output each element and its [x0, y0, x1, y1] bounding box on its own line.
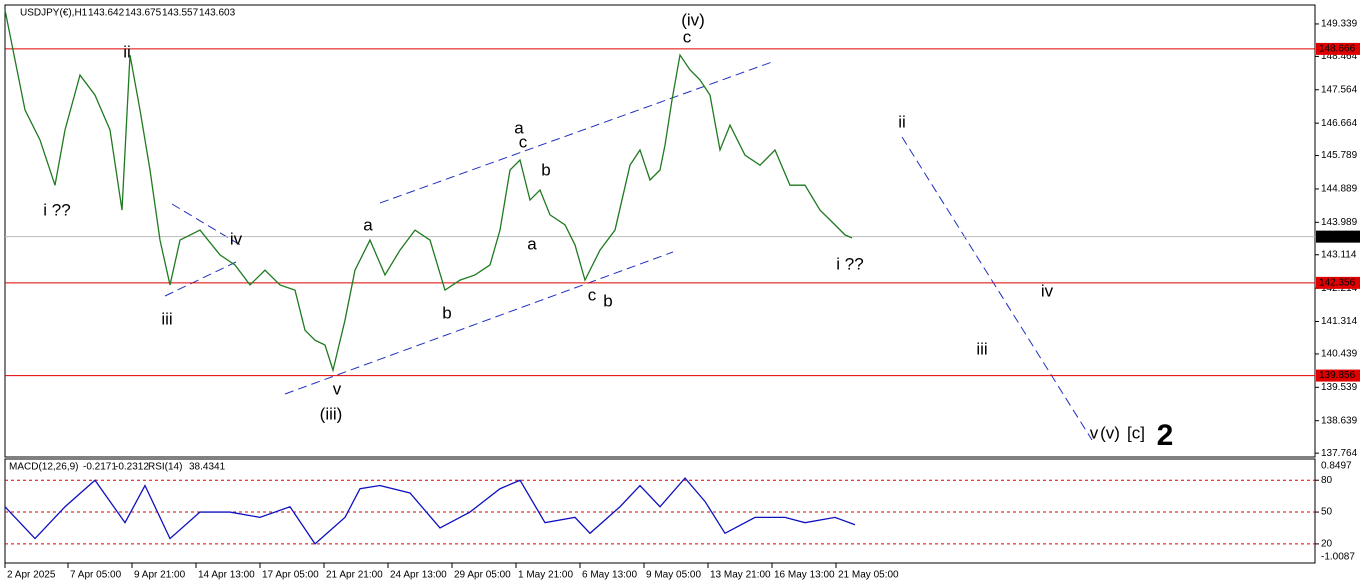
y-tick-label: 141.314: [1321, 316, 1358, 327]
wave-label: a: [363, 215, 373, 234]
rsi-title: RSI(14): [148, 462, 182, 473]
main-frame: [4, 4, 1316, 458]
level-tag: [1316, 276, 1360, 289]
y2-tick-label: 0.8497: [1321, 461, 1352, 472]
wave-label: iii: [976, 339, 987, 358]
indicator-frame: [4, 458, 1316, 564]
wave-label: a: [527, 234, 537, 253]
channel-lower: [284, 251, 674, 395]
wave-label: i ??: [836, 254, 863, 273]
wave-label: (iv): [681, 10, 705, 29]
y-tick-label: 149.339: [1321, 19, 1358, 30]
ohlc-low: 143.557: [162, 8, 199, 19]
x-tick-label: 2 Apr 2025: [7, 570, 56, 581]
y-tick-label: 80: [1321, 475, 1333, 486]
wave-label: b: [442, 303, 451, 322]
level-tag: [1316, 369, 1360, 382]
wave-label: iv: [1041, 281, 1054, 300]
wave-label: b: [603, 291, 612, 310]
x-tick-label: 1 May 21:00: [518, 570, 573, 581]
macd-value: -0.2171: [83, 462, 117, 473]
wave-label: b: [541, 160, 550, 179]
level-label: 148.666: [1319, 44, 1356, 55]
x-tick-label: 14 Apr 13:00: [198, 570, 255, 581]
y-tick-label: 137.764: [1321, 448, 1358, 459]
y-tick-label: 147.564: [1321, 84, 1358, 95]
y-tick-label: 143.989: [1321, 217, 1358, 228]
wave-label: iv: [230, 229, 243, 248]
y-tick-label: 140.439: [1321, 349, 1358, 360]
wave-label: (v): [1100, 423, 1120, 442]
y-tick-label: 143.114: [1321, 249, 1357, 260]
wave-label: [c]: [1127, 423, 1145, 442]
x-tick-label: 24 Apr 13:00: [390, 570, 447, 581]
y2-tick-label: -1.0087: [1321, 552, 1355, 563]
channel-lines: [164, 61, 1093, 441]
rsi-value: 38.4341: [189, 462, 226, 473]
wave-label: i ??: [43, 200, 70, 219]
x-tick-label: 9 May 05:00: [646, 570, 701, 581]
wave-label: a: [514, 118, 524, 137]
wave-label: c: [519, 132, 528, 151]
y-tick-label: 148.464: [1321, 51, 1358, 62]
wave-label: 2: [1157, 419, 1174, 452]
ohlc-close: 143.603: [199, 8, 236, 19]
ohlc-open: 143.642: [88, 8, 125, 19]
x-tick-label: 21 May 05:00: [838, 570, 899, 581]
price-line: [4, 9, 853, 373]
last-price-label: 143.603: [1319, 231, 1356, 242]
x-tick-label: 9 Apr 21:00: [134, 570, 186, 581]
x-tick-label: 6 May 13:00: [582, 570, 637, 581]
y-tick-label: 144.889: [1321, 184, 1358, 195]
level-label: 142.356: [1319, 278, 1356, 289]
symbol: USDJPY(€),H1: [20, 8, 88, 19]
macd-title: MACD(12,26,9): [9, 462, 78, 473]
wave-label: (iii): [320, 404, 343, 423]
x-tick-label: 17 Apr 05:00: [262, 570, 319, 581]
x-tick-label: 29 Apr 05:00: [454, 570, 511, 581]
y-tick-label: 145.789: [1321, 150, 1358, 161]
wave-label: ii: [123, 42, 131, 61]
wave-label: ii: [898, 112, 906, 131]
level-label: 139.856: [1319, 370, 1356, 381]
y-tick-label: 139.539: [1321, 382, 1358, 393]
y-tick-label: 50: [1321, 507, 1333, 518]
wave-label: v: [1090, 423, 1099, 442]
y-tick-label: 146.664: [1321, 118, 1358, 129]
x-tick-label: 16 May 13:00: [774, 570, 835, 581]
y-tick-label: 20: [1321, 539, 1333, 550]
x-tick-label: 13 May 21:00: [710, 570, 771, 581]
y-tick-label: 138.639: [1321, 415, 1358, 426]
wave-label: c: [588, 285, 597, 304]
ohlc-high: 143.675: [125, 8, 162, 19]
x-tick-label: 21 Apr 21:00: [326, 570, 383, 581]
x-tick-label: 7 Apr 05:00: [70, 570, 122, 581]
price-line: [4, 477, 856, 545]
forecast-line: [901, 136, 1093, 441]
macd-signal: -0.2312: [115, 462, 149, 473]
level-tag: [1316, 42, 1360, 55]
wave-label: iii: [161, 309, 172, 328]
wave-label: v: [333, 379, 342, 398]
last-price-tag: [1316, 230, 1360, 243]
wave-label: c: [683, 27, 692, 46]
